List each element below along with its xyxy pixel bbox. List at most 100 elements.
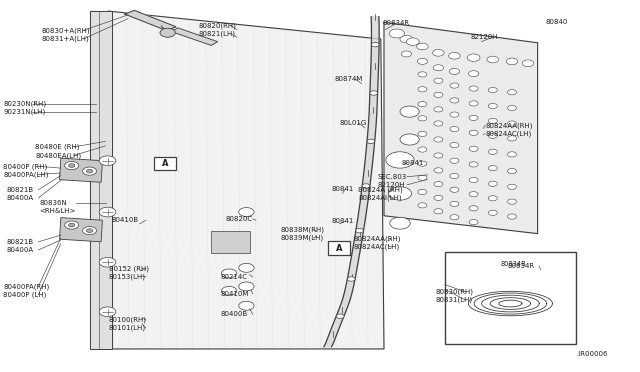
Bar	[328, 241, 350, 255]
Text: 80841: 80841	[332, 186, 354, 192]
Text: 80821B: 80821B	[6, 239, 33, 245]
Circle shape	[417, 58, 428, 64]
Circle shape	[239, 263, 254, 272]
Circle shape	[99, 156, 116, 166]
Circle shape	[83, 227, 97, 235]
Text: 80838M(RH): 80838M(RH)	[280, 227, 324, 233]
Text: A: A	[162, 159, 168, 168]
Circle shape	[449, 68, 460, 74]
Circle shape	[418, 147, 427, 152]
Circle shape	[508, 214, 516, 219]
Circle shape	[434, 137, 443, 142]
Circle shape	[433, 49, 444, 56]
Text: .IR00006: .IR00006	[576, 351, 607, 357]
Circle shape	[469, 86, 478, 91]
Circle shape	[221, 269, 237, 278]
Circle shape	[508, 121, 516, 126]
Text: <RH&LH>: <RH&LH>	[40, 208, 76, 214]
Text: 80824AC(LH): 80824AC(LH)	[354, 244, 400, 250]
Circle shape	[469, 115, 478, 121]
Text: 80101(LH): 80101(LH)	[109, 325, 146, 331]
Text: 80830(RH): 80830(RH)	[435, 289, 473, 295]
Bar	[154, 157, 176, 170]
Circle shape	[469, 192, 478, 197]
Circle shape	[488, 196, 497, 201]
Circle shape	[467, 54, 480, 61]
Circle shape	[434, 153, 443, 158]
Circle shape	[434, 92, 443, 97]
Circle shape	[469, 206, 478, 211]
Circle shape	[400, 134, 419, 145]
Circle shape	[450, 98, 459, 103]
Circle shape	[434, 209, 443, 214]
Text: 80214C: 80214C	[221, 274, 248, 280]
Circle shape	[86, 169, 93, 173]
Text: 82120H: 82120H	[378, 182, 405, 188]
Text: 80100(RH): 80100(RH)	[109, 317, 147, 323]
Text: 90231N(LH): 90231N(LH)	[3, 108, 45, 115]
Polygon shape	[384, 22, 538, 234]
Bar	[445, 252, 576, 344]
Circle shape	[356, 228, 364, 233]
Circle shape	[488, 118, 497, 124]
Circle shape	[488, 149, 497, 154]
Text: 80824AA(RH): 80824AA(RH)	[485, 122, 532, 129]
Text: 80824A (RH): 80824A (RH)	[358, 186, 403, 193]
Circle shape	[449, 52, 460, 59]
Text: 80834R: 80834R	[383, 20, 410, 26]
Circle shape	[400, 35, 413, 43]
Circle shape	[508, 199, 516, 204]
Text: 80841: 80841	[402, 160, 424, 166]
Circle shape	[487, 56, 499, 63]
Text: 80834R: 80834R	[508, 263, 534, 269]
Circle shape	[450, 112, 459, 117]
Text: 80410B: 80410B	[112, 217, 139, 223]
Circle shape	[418, 87, 427, 92]
Circle shape	[450, 83, 459, 88]
Circle shape	[348, 277, 355, 281]
Circle shape	[469, 146, 478, 151]
Text: 80821(LH): 80821(LH)	[198, 30, 236, 37]
Circle shape	[469, 177, 478, 183]
Polygon shape	[90, 11, 112, 349]
Circle shape	[386, 152, 414, 168]
Circle shape	[239, 282, 254, 291]
Text: 80821B: 80821B	[6, 187, 33, 193]
Text: 80153(LH): 80153(LH)	[109, 273, 146, 280]
Text: SEC.803: SEC.803	[378, 174, 407, 180]
Text: 80841: 80841	[332, 218, 354, 224]
Text: 80230N(RH): 80230N(RH)	[3, 101, 46, 108]
Text: 80830+A(RH): 80830+A(RH)	[42, 27, 90, 34]
Polygon shape	[211, 231, 250, 253]
Text: 80L01G: 80L01G	[339, 120, 367, 126]
Circle shape	[434, 168, 443, 173]
Text: 80400B: 80400B	[221, 311, 248, 317]
Text: 80400P (RH): 80400P (RH)	[3, 163, 47, 170]
Text: 82120H: 82120H	[470, 34, 498, 40]
Circle shape	[239, 208, 254, 217]
Text: 80820(RH): 80820(RH)	[198, 22, 236, 29]
Circle shape	[508, 90, 516, 95]
Circle shape	[469, 130, 478, 135]
Polygon shape	[60, 158, 102, 182]
Circle shape	[468, 71, 479, 77]
Circle shape	[508, 152, 516, 157]
Circle shape	[99, 257, 116, 267]
Text: 80824AI(LH): 80824AI(LH)	[358, 195, 402, 201]
Circle shape	[434, 195, 443, 201]
Circle shape	[68, 223, 75, 227]
Circle shape	[418, 72, 427, 77]
Circle shape	[488, 181, 497, 186]
Text: 80836N: 80836N	[40, 200, 67, 206]
Circle shape	[434, 182, 443, 187]
Circle shape	[371, 42, 379, 47]
Text: 80400P (LH): 80400P (LH)	[3, 291, 47, 298]
Circle shape	[418, 189, 427, 195]
Circle shape	[450, 173, 459, 179]
Polygon shape	[109, 11, 384, 349]
Circle shape	[488, 87, 497, 93]
Circle shape	[450, 187, 459, 192]
Circle shape	[99, 207, 116, 217]
Text: 80820C: 80820C	[225, 216, 252, 222]
Text: 80400A: 80400A	[6, 247, 33, 253]
